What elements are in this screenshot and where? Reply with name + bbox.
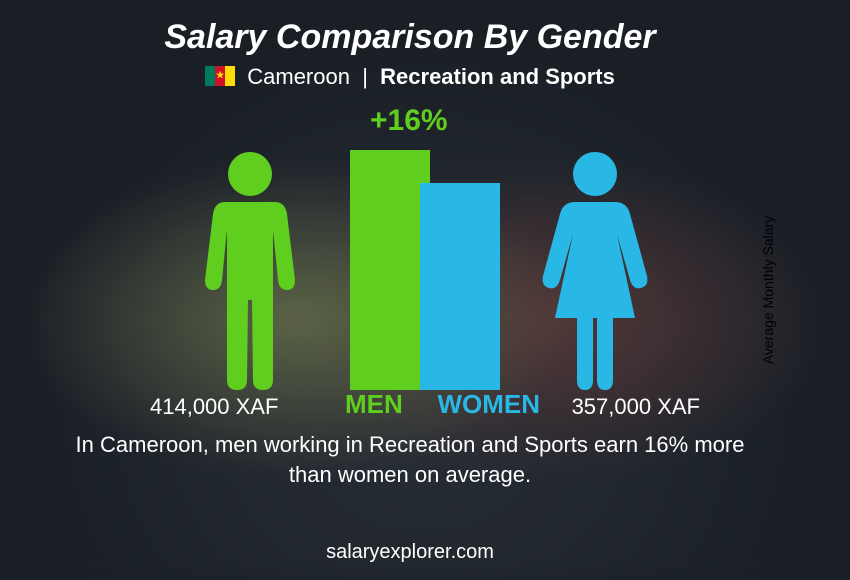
gender-comparison-chart: +16% 414,000 XAF MEN WOMEN 357,000 XAF: [75, 110, 775, 420]
description-text: In Cameroon, men working in Recreation a…: [60, 430, 760, 489]
country-label: Cameroon: [247, 64, 350, 89]
men-bar: [350, 150, 430, 390]
men-salary-value: 414,000 XAF: [150, 394, 278, 420]
percent-difference-label: +16%: [370, 104, 448, 138]
source-footer: salaryexplorer.com: [0, 541, 820, 564]
infographic-container: Salary Comparison By Gender ★ Cameroon |…: [0, 0, 850, 580]
women-bar: [420, 183, 500, 390]
flag-stripe-1: [205, 66, 215, 86]
sector-label: Recreation and Sports: [380, 64, 615, 89]
female-person-icon: [535, 150, 655, 390]
flag-stripe-3: [225, 66, 235, 86]
subtitle: ★ Cameroon | Recreation and Sports: [0, 64, 820, 90]
men-label: MEN: [345, 389, 403, 420]
flag-star-icon: ★: [215, 70, 225, 81]
page-title: Salary Comparison By Gender: [0, 18, 820, 57]
separator: |: [356, 64, 380, 89]
male-person-icon: [195, 150, 305, 390]
women-label: WOMEN: [437, 389, 540, 420]
women-salary-value: 357,000 XAF: [572, 394, 700, 420]
flag-icon: ★: [205, 66, 235, 86]
